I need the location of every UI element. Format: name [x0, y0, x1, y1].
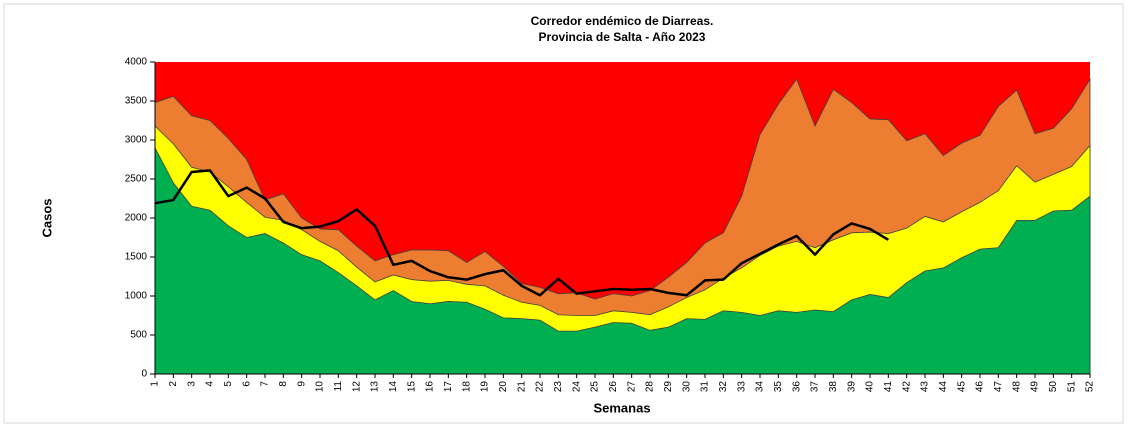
x-tick-label: 49: [1030, 381, 1041, 393]
y-tick-label: 1000: [125, 291, 148, 302]
x-tick-label: 8: [278, 381, 289, 387]
y-tick-label: 2500: [125, 174, 148, 185]
x-tick-label: 1: [150, 381, 161, 387]
x-tick-label: 20: [498, 381, 509, 393]
x-tick-label: 52: [1085, 381, 1096, 393]
x-tick-label: 45: [956, 381, 967, 393]
x-tick-label: 17: [443, 381, 454, 393]
x-tick-label: 24: [571, 381, 582, 393]
y-tick-label: 3000: [125, 135, 148, 146]
x-tick-label: 5: [223, 381, 234, 387]
chart-subtitle: Provincia de Salta - Año 2023: [539, 30, 706, 44]
x-tick-label: 30: [681, 381, 692, 393]
x-tick-label: 10: [315, 381, 326, 393]
x-tick-label: 37: [810, 381, 821, 393]
x-tick-label: 25: [590, 381, 601, 393]
x-tick-label: 18: [461, 381, 472, 393]
x-tick-label: 42: [901, 381, 912, 393]
x-tick-label: 39: [846, 381, 857, 393]
x-axis-label: Semanas: [593, 400, 650, 415]
x-tick-label: 51: [1066, 381, 1077, 393]
x-tick-label: 11: [333, 381, 344, 392]
area: [154, 147, 1091, 375]
x-tick-label: 38: [828, 381, 839, 393]
x-tick-label: 47: [993, 381, 1004, 393]
y-tick-label: 0: [141, 369, 147, 380]
y-tick-label: 1500: [125, 252, 148, 263]
x-tick-label: 34: [755, 381, 766, 393]
x-tick-label: 46: [975, 381, 986, 393]
x-tick-label: 35: [773, 381, 784, 393]
x-tick-label: 29: [663, 381, 674, 393]
x-tick-label: 4: [205, 381, 216, 387]
x-tick-label: 44: [938, 381, 949, 393]
x-tick-label: 40: [865, 381, 876, 393]
x-tick-label: 3: [186, 381, 197, 387]
x-tick-label: 15: [406, 381, 417, 393]
x-tick-label: 22: [535, 381, 546, 393]
y-tick-label: 4000: [125, 57, 148, 68]
x-tick-label: 36: [791, 381, 802, 393]
x-tick-label: 27: [626, 381, 637, 393]
y-tick-label: 2000: [125, 213, 148, 224]
y-axis-label: Casos: [39, 198, 54, 237]
x-tick-label: 7: [260, 381, 271, 387]
line: [154, 169, 889, 297]
x-tick-label: 31: [700, 381, 711, 393]
x-tick-label: 12: [351, 381, 362, 393]
x-tick-label: 28: [645, 381, 656, 393]
x-tick-label: 21: [516, 381, 527, 393]
x-tick-label: 33: [736, 381, 747, 393]
x-tick-label: 2: [168, 381, 179, 387]
x-tick-label: 26: [608, 381, 619, 393]
y-tick-label: 3500: [125, 96, 148, 107]
x-tick-label: 19: [480, 381, 491, 393]
x-tick-label: 48: [1011, 381, 1022, 393]
x-tick-label: 50: [1048, 381, 1059, 393]
x-tick-label: 41: [883, 381, 894, 393]
x-tick-label: 43: [920, 381, 931, 393]
y-tick-label: 500: [130, 330, 147, 341]
chart-title: Corredor endémico de Diarreas.: [531, 14, 714, 28]
x-tick-label: 9: [296, 381, 307, 387]
x-tick-label: 14: [388, 381, 399, 393]
x-tick-label: 16: [425, 381, 436, 393]
x-tick-label: 6: [241, 381, 252, 387]
x-tick-label: 23: [553, 381, 564, 393]
x-tick-label: 32: [718, 381, 729, 393]
x-tick-label: 13: [370, 381, 381, 393]
